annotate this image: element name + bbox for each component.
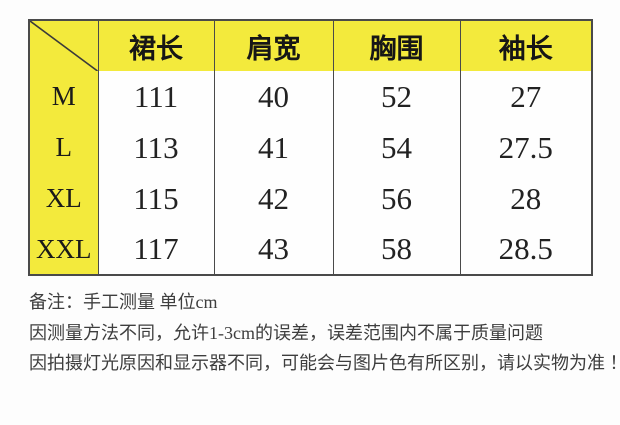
cell-m-bust: 52 (332, 71, 460, 122)
cell-m-sleeve-length: 27 (459, 71, 592, 122)
cell-m-skirt-length: 111 (97, 71, 214, 122)
cell-xl-sleeve-length: 28 (459, 173, 592, 224)
size-label-xl: XL (29, 173, 98, 224)
col-header-sleeve-length: 袖长 (459, 20, 592, 71)
note-line-tolerance: 因测量方法不同，允许1-3cm的误差，误差范围内不属于质量问题 (29, 322, 543, 343)
note-line-remark: 备注：手工测量 单位cm (29, 292, 218, 312)
cell-xl-bust: 56 (332, 173, 460, 224)
size-label-xxl: XXL (29, 224, 98, 275)
cell-xxl-bust: 58 (332, 224, 460, 275)
cell-xxl-shoulder-width: 43 (213, 224, 333, 275)
col-header-bust: 胸围 (332, 20, 460, 71)
cell-l-bust: 54 (332, 122, 460, 173)
measurement-notes: 备注：手工测量 单位cm 因测量方法不同，允许1-3cm的误差，误差范围内不属于… (29, 287, 620, 379)
table-row-l: L 113 41 54 27.5 (29, 122, 592, 173)
header-row: 裙长 肩宽 胸围 袖长 (29, 20, 592, 71)
cell-l-shoulder-width: 41 (213, 122, 333, 173)
table-row-xl: XL 115 42 56 28 (29, 173, 592, 224)
cell-xl-skirt-length: 115 (97, 173, 214, 224)
size-table: 裙长 肩宽 胸围 袖长 M 111 40 52 27 L 113 41 54 2… (28, 19, 593, 276)
cell-l-skirt-length: 113 (97, 122, 214, 173)
corner-cell (29, 20, 98, 71)
table-row-xxl: XXL 117 43 58 28.5 (29, 224, 592, 275)
col-header-skirt-length: 裙长 (97, 20, 214, 71)
cell-xxl-skirt-length: 117 (97, 224, 214, 275)
cell-m-shoulder-width: 40 (213, 71, 333, 122)
cell-xxl-sleeve-length: 28.5 (459, 224, 592, 275)
cell-xl-shoulder-width: 42 (213, 173, 333, 224)
size-label-m: M (29, 71, 98, 122)
note-line-color-difference: 因拍摄灯光原因和显示器不同，可能会与图片色有所区别，请以实物为准 ！ (29, 353, 620, 373)
size-label-l: L (29, 122, 98, 173)
col-header-shoulder-width: 肩宽 (213, 20, 333, 71)
table-row-m: M 111 40 52 27 (29, 71, 592, 122)
diagonal-line-icon (30, 21, 98, 71)
cell-l-sleeve-length: 27.5 (459, 122, 592, 173)
